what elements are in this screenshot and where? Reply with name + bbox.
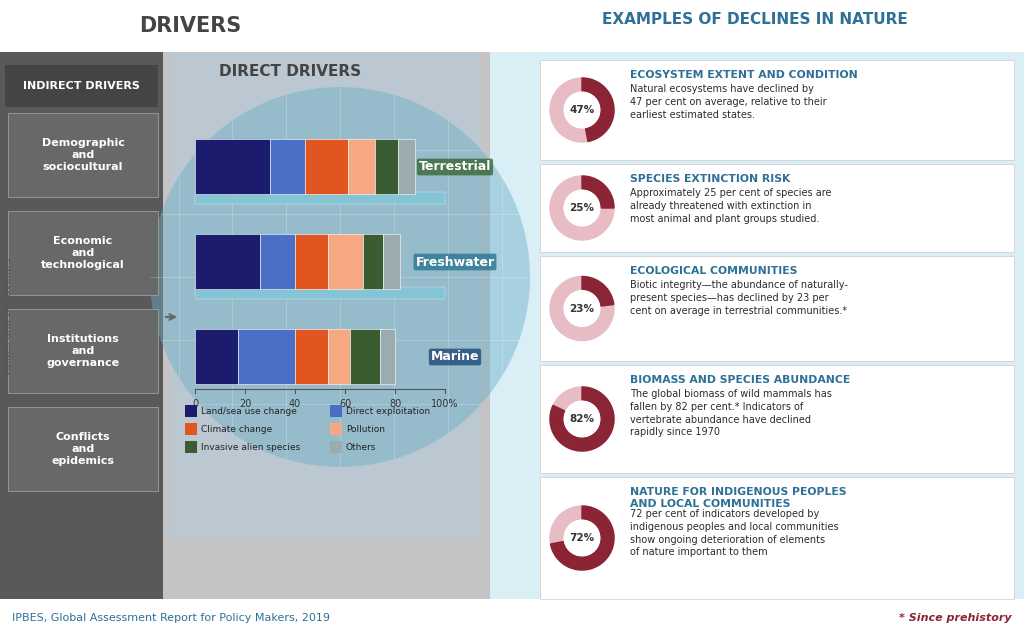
Polygon shape — [550, 276, 614, 341]
Bar — [375, 139, 397, 194]
Circle shape — [564, 92, 600, 128]
Circle shape — [564, 290, 600, 327]
Text: Conflicts
and
epidemics: Conflicts and epidemics — [51, 433, 115, 466]
Bar — [328, 329, 350, 384]
Circle shape — [564, 401, 600, 437]
Text: NATURE FOR INDIGENOUS PEOPLES
AND LOCAL COMMUNITIES: NATURE FOR INDIGENOUS PEOPLES AND LOCAL … — [630, 487, 847, 510]
Bar — [260, 234, 295, 289]
Text: ECOLOGICAL COMMUNITIES: ECOLOGICAL COMMUNITIES — [630, 266, 798, 276]
Bar — [5, 65, 158, 107]
Text: Others: Others — [346, 443, 377, 452]
Bar — [383, 234, 400, 289]
Text: 60: 60 — [339, 399, 351, 409]
Bar — [540, 477, 1014, 599]
Bar — [0, 599, 1024, 637]
Bar — [195, 234, 260, 289]
Text: Institutions
and
governance: Institutions and governance — [46, 334, 120, 368]
Bar — [195, 287, 445, 299]
Bar — [305, 139, 347, 194]
Bar — [347, 139, 375, 194]
Text: 80: 80 — [389, 399, 401, 409]
Bar — [380, 329, 395, 384]
Bar — [8, 211, 158, 295]
Bar — [330, 423, 342, 435]
Text: Terrestrial: Terrestrial — [419, 161, 492, 173]
Text: SPECIES EXTINCTION RISK: SPECIES EXTINCTION RISK — [630, 174, 791, 184]
Polygon shape — [550, 78, 614, 142]
Bar — [8, 309, 158, 393]
Text: Approximately 25 per cent of species are
already threatened with extinction in
m: Approximately 25 per cent of species are… — [630, 188, 831, 224]
Polygon shape — [551, 506, 614, 570]
Text: BIOMASS AND SPECIES ABUNDANCE: BIOMASS AND SPECIES ABUNDANCE — [630, 375, 850, 385]
Bar — [0, 0, 1024, 52]
Polygon shape — [582, 78, 614, 141]
Bar — [185, 423, 197, 435]
Text: 72 per cent of indicators developed by
indigenous peoples and local communities
: 72 per cent of indicators developed by i… — [630, 509, 839, 557]
Circle shape — [564, 520, 600, 556]
Text: The global biomass of wild mammals has
fallen by 82 per cent.* Indicators of
ver: The global biomass of wild mammals has f… — [630, 389, 831, 438]
Bar — [185, 405, 197, 417]
Text: 40: 40 — [289, 399, 301, 409]
Text: * Since prehistory: * Since prehistory — [899, 613, 1012, 623]
Bar — [397, 139, 415, 194]
Bar — [362, 234, 383, 289]
Polygon shape — [582, 276, 613, 306]
Text: 25%: 25% — [569, 203, 595, 213]
Text: 47%: 47% — [569, 105, 595, 115]
Text: DRIVERS: DRIVERS — [139, 16, 241, 36]
Bar — [0, 52, 163, 599]
Bar — [185, 441, 197, 453]
Bar — [195, 192, 445, 204]
Circle shape — [564, 190, 600, 226]
Text: DIRECT DRIVERS: DIRECT DRIVERS — [219, 64, 361, 80]
Bar — [238, 329, 295, 384]
Bar — [195, 329, 238, 384]
Text: Direct exploitation: Direct exploitation — [346, 406, 430, 415]
Text: Marine: Marine — [431, 350, 479, 364]
Text: 0: 0 — [191, 399, 198, 409]
Polygon shape — [550, 176, 614, 240]
Bar — [8, 407, 158, 491]
Text: 23%: 23% — [569, 303, 595, 313]
Text: Climate change: Climate change — [201, 424, 272, 434]
Text: Economic
and
technological: Economic and technological — [41, 236, 125, 269]
Bar — [330, 441, 342, 453]
Text: 72%: 72% — [569, 533, 595, 543]
Bar — [540, 164, 1014, 252]
Bar — [195, 139, 270, 194]
Polygon shape — [550, 387, 614, 451]
Polygon shape — [550, 506, 614, 570]
Circle shape — [150, 87, 530, 467]
Polygon shape — [550, 387, 614, 451]
Text: Natural ecosystems have declined by
47 per cent on average, relative to their
ea: Natural ecosystems have declined by 47 p… — [630, 84, 826, 120]
Bar — [170, 52, 480, 537]
Bar — [350, 329, 380, 384]
Bar — [540, 365, 1014, 473]
Text: EXAMPLES OF DECLINES IN NATURE: EXAMPLES OF DECLINES IN NATURE — [602, 13, 908, 27]
Text: Freshwater: Freshwater — [416, 255, 495, 269]
Text: ECOSYSTEM EXTENT AND CONDITION: ECOSYSTEM EXTENT AND CONDITION — [630, 70, 858, 80]
Bar — [0, 0, 490, 599]
Bar — [540, 60, 1014, 160]
Text: Land/sea use change: Land/sea use change — [201, 406, 297, 415]
Bar — [540, 256, 1014, 361]
Text: Demographic
and
sociocultural: Demographic and sociocultural — [42, 138, 125, 171]
Bar — [490, 0, 1024, 599]
Text: Invasive alien species: Invasive alien species — [201, 443, 300, 452]
Bar — [8, 113, 158, 197]
Text: Values and behaviours: Values and behaviours — [3, 258, 13, 376]
Text: INDIRECT DRIVERS: INDIRECT DRIVERS — [23, 81, 139, 91]
Text: 100%: 100% — [431, 399, 459, 409]
Bar — [295, 329, 328, 384]
Bar — [295, 234, 328, 289]
Bar — [270, 139, 305, 194]
Text: Biotic integrity—the abundance of naturally-
present species—has declined by 23 : Biotic integrity—the abundance of natura… — [630, 280, 848, 315]
Bar — [330, 405, 342, 417]
Text: Pollution: Pollution — [346, 424, 385, 434]
Text: 82%: 82% — [569, 414, 595, 424]
Polygon shape — [582, 176, 614, 208]
Bar — [328, 234, 362, 289]
Text: 20: 20 — [239, 399, 251, 409]
Text: IPBES, Global Assessment Report for Policy Makers, 2019: IPBES, Global Assessment Report for Poli… — [12, 613, 330, 623]
